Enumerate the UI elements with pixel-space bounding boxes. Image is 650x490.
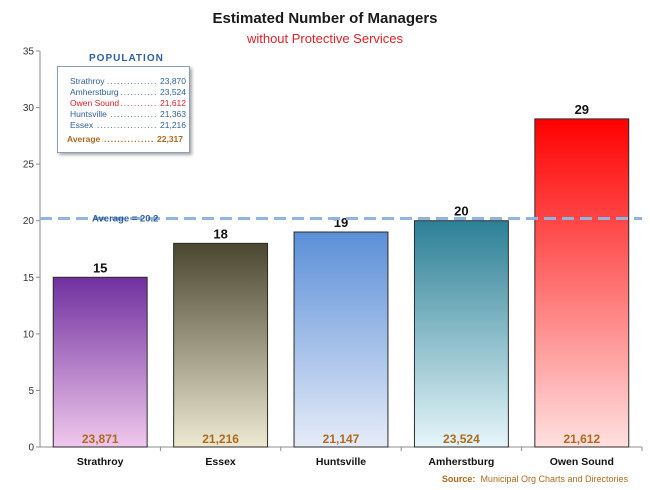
bar-bottom-label: 21,612: [563, 432, 600, 446]
bar: [293, 231, 389, 448]
x-tick-label: Essex: [205, 456, 236, 468]
bar-value-label: 20: [454, 204, 468, 219]
average-line-group: Average = 20.2: [40, 213, 642, 224]
legend-row-value: 23,870: [158, 76, 186, 87]
legend-row: ........................................…: [70, 98, 186, 109]
y-tick-label: 10: [23, 329, 35, 340]
legend-row-value: 21,612: [158, 98, 186, 109]
bars: 1523,871Strathroy1821,216Essex1921,147Hu…: [52, 102, 630, 468]
x-tick-label: Owen Sound: [550, 456, 614, 468]
legend-row-name: Huntsville: [70, 109, 109, 120]
bar-bottom-label: 21,147: [323, 432, 360, 446]
bar: [52, 276, 148, 448]
x-tick-label: Amherstburg: [428, 456, 494, 468]
bar-value-label: 18: [213, 226, 227, 241]
y-tick-label: 0: [28, 443, 34, 454]
y-tick-label: 15: [23, 273, 35, 284]
y-tick-label: 5: [28, 386, 34, 397]
bar-bottom-label: 21,216: [202, 432, 239, 446]
legend-row-name: Strathroy: [70, 76, 107, 87]
bar-value-label: 29: [575, 102, 589, 117]
bar-value-label: 15: [93, 260, 107, 275]
chart-subtitle: without Protective Services: [246, 31, 404, 46]
bar: [413, 220, 509, 448]
bar: [173, 242, 269, 448]
legend-average-name: Average: [67, 134, 103, 145]
legend-row: ........................................…: [70, 120, 186, 131]
y-tick-label: 35: [23, 47, 35, 58]
y-tick-label: 25: [23, 160, 35, 171]
population-legend: ........................................…: [57, 66, 190, 153]
chart-title: Estimated Number of Managers: [212, 10, 438, 27]
source-note: Source: Municipal Org Charts and Directo…: [442, 474, 628, 484]
bar-bottom-label: 23,524: [443, 432, 480, 446]
legend-row-value: 21,216: [158, 120, 186, 131]
legend-row: ........................................…: [70, 76, 186, 87]
y-tick-label: 20: [23, 216, 35, 227]
legend-row: ........................................…: [70, 109, 186, 120]
legend-row-value: 23,524: [158, 87, 186, 98]
average-line-label: Average = 20.2: [92, 213, 158, 224]
y-tick-label: 30: [23, 103, 35, 114]
source-label: Source:: [441, 474, 476, 484]
legend-average-value: 22,317: [155, 134, 183, 145]
legend-title: POPULATION: [89, 53, 164, 64]
legend-average-row: ........................................…: [67, 134, 183, 145]
legend-row-name: Owen Sound: [70, 98, 122, 109]
bar-bottom-label: 23,871: [82, 432, 119, 446]
legend-row-value: 21,363: [158, 109, 186, 120]
x-tick-label: Strathroy: [77, 456, 124, 468]
legend-row-name: Essex: [70, 120, 96, 131]
x-tick-label: Huntsville: [316, 456, 366, 468]
legend-row-name: Amherstburg: [70, 87, 121, 98]
bar: [534, 118, 630, 448]
source-text: Municipal Org Charts and Directories: [480, 474, 628, 484]
legend-row: ........................................…: [70, 87, 186, 98]
